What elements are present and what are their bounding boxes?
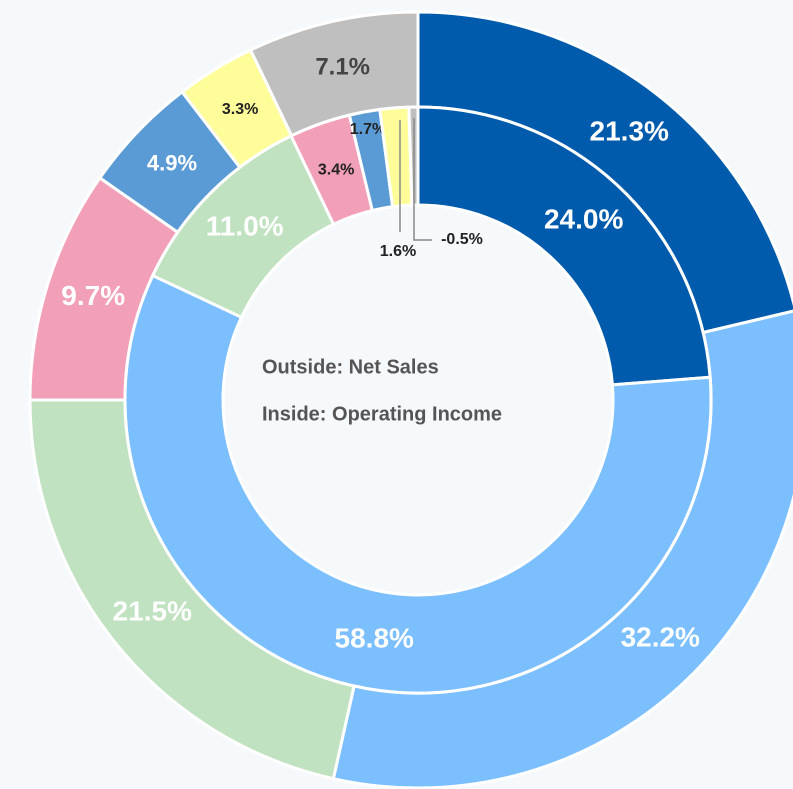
data-label: 21.5% bbox=[113, 595, 192, 626]
center-label: Outside: Net Sales bbox=[262, 356, 439, 378]
data-label: 11.0% bbox=[206, 211, 284, 242]
donut-slice bbox=[416, 105, 712, 387]
data-label: 32.2% bbox=[621, 622, 700, 653]
data-label: 7.1% bbox=[315, 53, 370, 80]
data-label: 3.3% bbox=[222, 101, 258, 118]
leader-line bbox=[413, 118, 432, 241]
data-label: 24.0% bbox=[544, 203, 623, 234]
data-label: -0.5% bbox=[441, 231, 483, 248]
center-label: Inside: Operating Income bbox=[262, 403, 502, 425]
data-label: 58.8% bbox=[335, 622, 414, 653]
data-label: 21.3% bbox=[590, 115, 669, 146]
donut-slice bbox=[123, 273, 713, 695]
data-label: 4.9% bbox=[147, 150, 197, 175]
data-label: 1.7% bbox=[350, 121, 386, 138]
data-label: 3.4% bbox=[318, 161, 354, 178]
data-label: 9.7% bbox=[61, 280, 125, 311]
data-label: 1.6% bbox=[380, 243, 416, 260]
